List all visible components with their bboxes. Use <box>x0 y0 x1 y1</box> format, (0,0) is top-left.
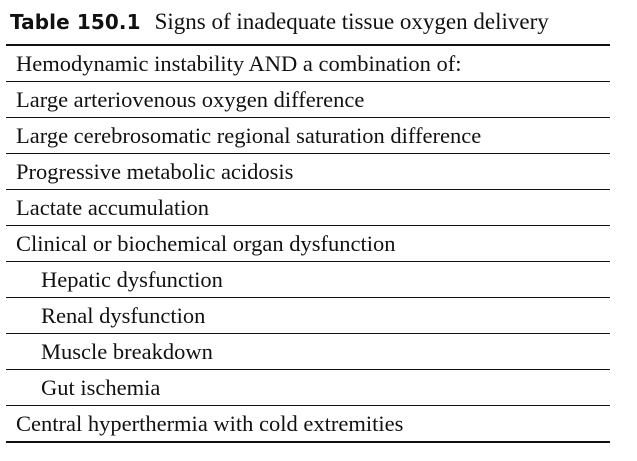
table-row: Clinical or biochemical organ dysfunctio… <box>6 226 610 262</box>
table-row-indented: Muscle breakdown <box>6 334 610 370</box>
row-text: Hemodynamic instability AND a combinatio… <box>16 50 462 76</box>
table-caption: Table 150.1 Signs of inadequate tissue o… <box>6 0 610 44</box>
table-row: Progressive metabolic acidosis <box>6 154 610 190</box>
table-row: Lactate accumulation <box>6 190 610 226</box>
table-label: Table 150.1 <box>10 10 141 34</box>
table-row: Large arteriovenous oxygen difference <box>6 82 610 118</box>
table-row: Central hyperthermia with cold extremiti… <box>6 406 610 443</box>
row-text: Central hyperthermia with cold extremiti… <box>16 410 404 436</box>
table-row-indented: Renal dysfunction <box>6 298 610 334</box>
row-text: Hepatic dysfunction <box>41 266 223 292</box>
table-row-indented: Gut ischemia <box>6 370 610 406</box>
table-row-indented: Hepatic dysfunction <box>6 262 610 298</box>
table-row: Hemodynamic instability AND a combinatio… <box>6 46 610 82</box>
table-title: Signs of inadequate tissue oxygen delive… <box>154 9 549 34</box>
row-text: Large arteriovenous oxygen difference <box>16 86 365 112</box>
table-row: Large cerebrosomatic regional saturation… <box>6 118 610 154</box>
row-text: Renal dysfunction <box>41 302 206 328</box>
row-text: Progressive metabolic acidosis <box>16 158 294 184</box>
row-text: Clinical or biochemical organ dysfunctio… <box>16 230 396 256</box>
table-top-rule <box>6 44 610 46</box>
row-text: Large cerebrosomatic regional saturation… <box>16 122 482 148</box>
row-text: Muscle breakdown <box>41 338 213 364</box>
row-text: Lactate accumulation <box>16 194 210 220</box>
table: Table 150.1 Signs of inadequate tissue o… <box>6 0 610 443</box>
row-text: Gut ischemia <box>41 374 161 400</box>
